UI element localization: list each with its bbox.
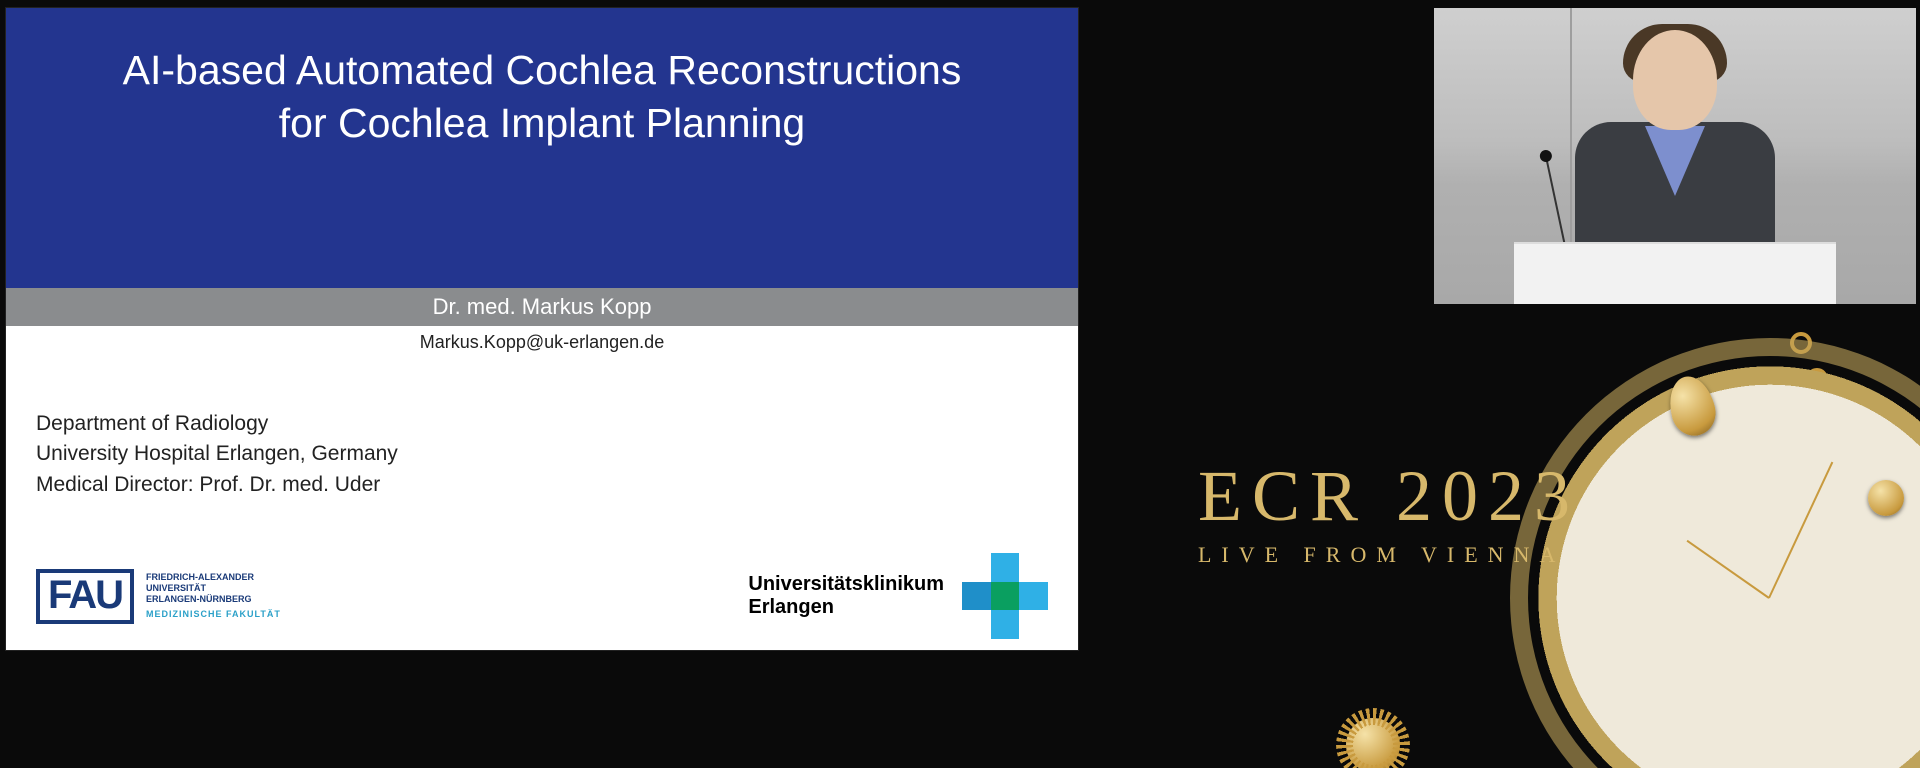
department-block: Department of Radiology University Hospi… — [6, 353, 1078, 500]
slide-title: AI-based Automated Cochlea Reconstructio… — [66, 44, 1018, 151]
uk-erlangen-text: Universitätsklinikum Erlangen — [748, 573, 944, 619]
microphone-icon — [1545, 158, 1566, 246]
presenter-name: Dr. med. Markus Kopp — [433, 294, 652, 319]
fau-text-3: ERLANGEN-NÜRNBERG — [146, 594, 281, 605]
uk-line1: Universitätsklinikum — [748, 573, 944, 596]
fau-mark-icon: FAU — [36, 569, 134, 624]
dept-line-3: Medical Director: Prof. Dr. med. Uder — [36, 470, 1078, 500]
uk-erlangen-logo: Universitätsklinikum Erlangen — [748, 553, 1048, 639]
fau-text-1: FRIEDRICH-ALEXANDER — [146, 572, 281, 583]
dept-line-1: Department of Radiology — [36, 409, 1078, 439]
podium — [1514, 242, 1836, 304]
fau-text: FRIEDRICH-ALEXANDER UNIVERSITÄT ERLANGEN… — [146, 572, 281, 619]
kidney-icon — [1663, 372, 1720, 441]
ecr-text: ECR 2023 LIVE FROM VIENNA — [1198, 455, 1580, 568]
slide-title-line1: AI-based Automated Cochlea Reconstructio… — [123, 47, 962, 93]
slide-title-line2: for Cochlea Implant Planning — [279, 100, 805, 146]
speaker-video-thumbnail — [1434, 8, 1916, 304]
stage: AI-based Automated Cochlea Reconstructio… — [0, 0, 1920, 768]
uk-line2: Erlangen — [748, 596, 944, 619]
logos-row: FAU FRIEDRICH-ALEXANDER UNIVERSITÄT ERLA… — [36, 556, 1048, 636]
dept-line-2: University Hospital Erlangen, Germany — [36, 439, 1078, 469]
fau-logo: FAU FRIEDRICH-ALEXANDER UNIVERSITÄT ERLA… — [36, 569, 281, 624]
ecr-subtitle: LIVE FROM VIENNA — [1198, 542, 1580, 568]
fau-med: MEDIZINISCHE FAKULTÄT — [146, 609, 281, 620]
presentation-slide: AI-based Automated Cochlea Reconstructio… — [6, 8, 1078, 650]
ecr-title: ECR 2023 — [1198, 455, 1580, 538]
fau-text-2: UNIVERSITÄT — [146, 583, 281, 594]
clock-hand-icon — [1768, 462, 1833, 599]
cross-icon — [962, 553, 1048, 639]
bottom-bar — [0, 658, 1920, 768]
moon-icon — [1868, 480, 1904, 516]
triskele-icon — [1772, 332, 1830, 390]
presenter-email: Markus.Kopp@uk-erlangen.de — [6, 326, 1078, 353]
clock-hand-icon — [1687, 540, 1770, 599]
slide-title-band: AI-based Automated Cochlea Reconstructio… — [6, 8, 1078, 288]
presenter-band: Dr. med. Markus Kopp — [6, 288, 1078, 326]
